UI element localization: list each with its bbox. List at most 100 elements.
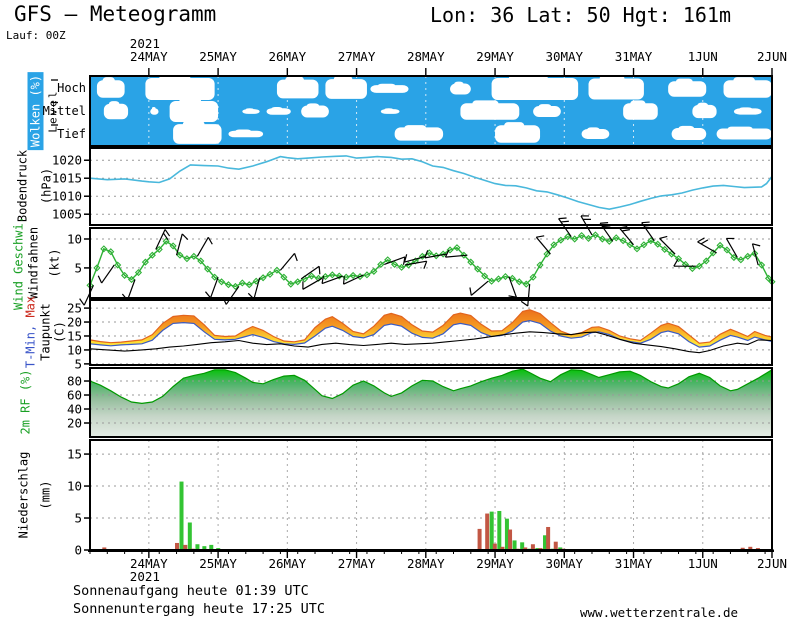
cloud-level-hoch: Hoch	[57, 81, 86, 95]
wind-marker	[211, 273, 219, 281]
precip-bar-total	[504, 518, 509, 550]
precip-bar-total	[179, 481, 184, 550]
temp-band	[90, 309, 772, 348]
wind-barb	[83, 285, 95, 306]
wind-marker	[571, 235, 579, 243]
model-run-label: Lauf: 00Z	[6, 29, 66, 42]
cloud-blob-mittel	[692, 104, 717, 119]
cloud-blob-mittel	[630, 100, 646, 108]
wind-barb-feather	[444, 249, 450, 258]
wind-barb-feather	[204, 291, 212, 299]
y-tick-label: 20	[67, 315, 82, 330]
top-year-label: 2021	[130, 36, 160, 51]
watermark: www.wetterzentrale.de	[580, 605, 739, 620]
cloud-blob-mittel	[108, 101, 120, 109]
wind-marker	[474, 265, 482, 273]
wind-marker	[578, 231, 586, 240]
wind-marker	[349, 271, 357, 280]
y-tick-label: 80	[67, 374, 82, 389]
wind-marker	[584, 234, 593, 242]
cloud-blob-hoch	[668, 81, 707, 97]
wind-marker	[508, 274, 516, 282]
precip-bar-total	[202, 546, 207, 550]
wind-barb-feather	[423, 260, 428, 269]
wind-marker	[737, 256, 745, 264]
wind-barb	[404, 255, 426, 263]
wind-barb	[321, 275, 343, 285]
precip-bar-total	[512, 540, 517, 550]
wind-barb	[253, 277, 261, 300]
precip-bar-total	[497, 510, 502, 550]
cloud-level-tief: Tief	[57, 127, 86, 141]
wind-marker	[633, 245, 641, 253]
bottom-date-label: 27MAY	[338, 556, 376, 571]
precip-bar-convective	[530, 544, 535, 550]
y-tick-label: 15	[67, 328, 82, 343]
cloud-blob-mittel	[242, 109, 260, 114]
y-tick-label: 25	[67, 301, 82, 316]
wind-marker	[107, 248, 115, 256]
wind-marker	[488, 277, 496, 285]
wind-barb	[424, 253, 447, 259]
wind-marker	[307, 272, 316, 280]
top-date-label: 27MAY	[338, 49, 376, 64]
wind-barb-feather	[621, 229, 630, 232]
wind-marker	[467, 258, 475, 266]
wind-barb	[527, 284, 531, 307]
y-tick-label: 5	[74, 260, 82, 275]
sunset-text: Sonnenuntergang heute 17:25 UTC	[73, 601, 325, 617]
wind-marker	[598, 235, 606, 243]
precip-bar-convective	[183, 544, 188, 550]
top-date-label: 31MAY	[615, 49, 653, 64]
wind-marker	[190, 252, 198, 260]
top-date-label: 30MAY	[545, 49, 583, 64]
wind-marker	[501, 273, 510, 281]
wind-barb-feather	[79, 298, 85, 306]
wind-barb-feather	[164, 229, 171, 237]
precip-bar-convective	[477, 528, 482, 550]
wind-marker	[404, 261, 413, 269]
wind-marker	[280, 273, 288, 281]
precip-bar-convective	[546, 526, 551, 550]
wind-barb-feather	[600, 222, 609, 224]
bottom-date-label: 31MAY	[615, 556, 653, 571]
bottom-date-label: 26MAY	[269, 556, 307, 571]
precip-bar-convective	[748, 546, 753, 550]
wind-barb	[580, 215, 593, 236]
wind-barb-feather	[520, 300, 529, 307]
wind-barb	[659, 238, 676, 255]
panel-border	[89, 227, 773, 299]
wind-barb	[641, 222, 655, 242]
wind-marker	[557, 236, 565, 244]
cloud-blob-mittel	[533, 106, 561, 117]
wind-marker	[294, 278, 302, 286]
cloud-blob-hoch	[102, 77, 115, 86]
wind-marker	[363, 271, 371, 279]
wind-barb	[225, 286, 240, 305]
panel-border	[89, 147, 773, 226]
wind-marker	[723, 246, 731, 254]
cloud-blob-tief	[587, 127, 600, 132]
precip-bar-total	[187, 522, 192, 550]
wind-barb	[343, 274, 364, 285]
precip-bar-total	[209, 544, 214, 550]
wind-marker	[758, 261, 766, 269]
wind-barb	[445, 254, 468, 258]
y-tick-label: 1010	[52, 189, 82, 204]
humidity-area	[90, 369, 772, 437]
cloud-blob-tief	[404, 125, 427, 132]
wind-marker	[169, 242, 177, 250]
wind-barb	[302, 277, 323, 290]
wind-marker	[273, 266, 281, 274]
wind-marker	[515, 278, 523, 286]
precip-bar-convective	[508, 529, 513, 550]
precip-bar-convective	[492, 543, 497, 550]
wind-barb-feather	[342, 276, 345, 285]
precip-bar-total	[543, 535, 548, 550]
wind-barb-feather	[469, 287, 472, 296]
precip-bar-total	[195, 544, 200, 550]
page-title: GFS — Meteogramm	[14, 2, 217, 26]
top-date-label: 24MAY	[130, 49, 168, 64]
precip-bar-convective	[740, 547, 745, 550]
